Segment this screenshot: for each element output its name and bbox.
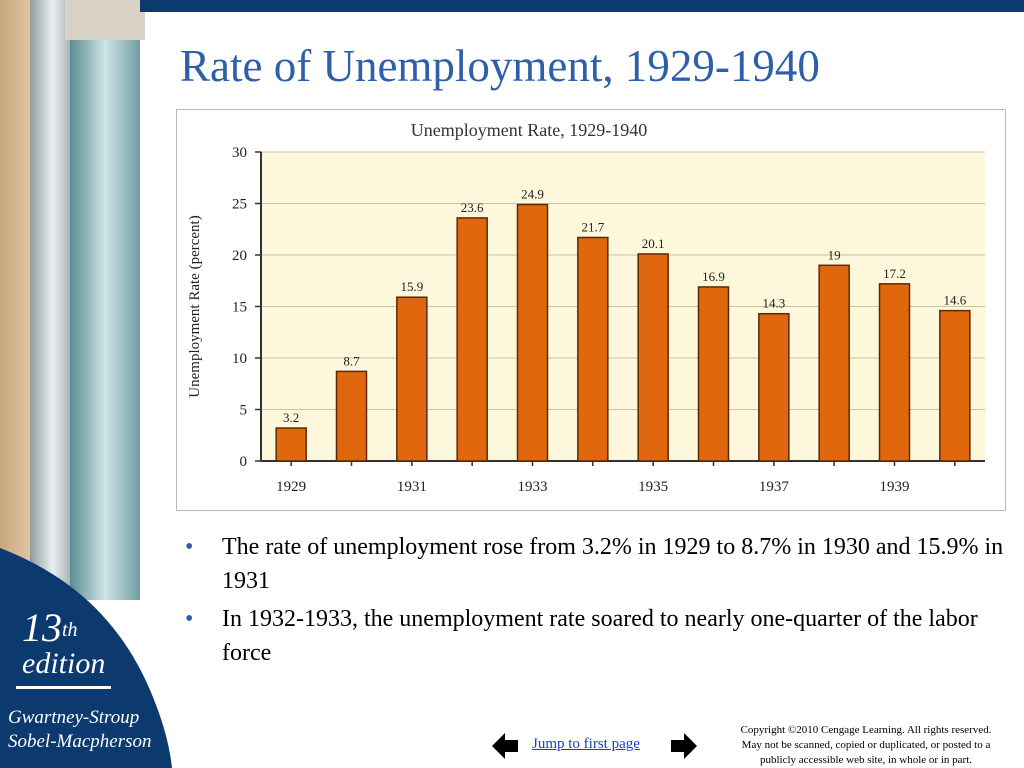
bar xyxy=(516,203,549,462)
data-label: 21.7 xyxy=(581,219,604,234)
bar xyxy=(758,312,790,462)
copyright-notice: Copyright ©2010 Cengage Learning. All ri… xyxy=(708,723,1024,768)
x-tick-label: 1935 xyxy=(638,479,668,495)
data-label: 19 xyxy=(828,247,841,262)
x-tick-label: 1929 xyxy=(276,479,306,495)
author-line: Gwartney-Stroup xyxy=(8,707,140,728)
data-label: 3.2 xyxy=(283,410,299,425)
top-bar xyxy=(140,0,1024,12)
y-tick-label: 25 xyxy=(232,197,247,213)
data-label: 20.1 xyxy=(642,236,665,251)
data-label: 14.3 xyxy=(762,296,785,311)
bullet-list: • The rate of unemployment rose from 3.2%… xyxy=(185,530,1005,674)
edition-badge: 13th edition xyxy=(16,605,111,689)
bullet-text: The rate of unemployment rose from 3.2% … xyxy=(222,534,1004,594)
author-line: Sobel-Macpherson xyxy=(8,731,152,752)
bar xyxy=(637,253,669,462)
unemployment-chart: 0 5 10 15 20 25 30 3.2 1929 8.7 15.9 1931 23.6 24.9 19… xyxy=(187,120,985,495)
y-tick-label: 10 xyxy=(232,351,247,367)
bullet-text: In 1932-1933, the unemployment rate soar… xyxy=(222,606,978,666)
arrow-left-icon[interactable] xyxy=(492,733,518,759)
authors: Gwartney-Stroup Sobel-Macpherson xyxy=(8,706,152,754)
y-tick-label: 5 xyxy=(240,403,248,419)
copyright-line: publicly accessible web site, in whole o… xyxy=(760,754,972,766)
bar xyxy=(818,264,850,462)
x-tick-label: 1931 xyxy=(397,479,427,495)
data-label: 23.6 xyxy=(461,200,484,215)
edition-word: edition xyxy=(22,647,106,680)
bullet-dot-icon: • xyxy=(185,606,194,632)
bar xyxy=(275,427,307,462)
y-tick-label: 30 xyxy=(232,145,247,161)
chart-title: Unemployment Rate, 1929-1940 xyxy=(411,120,647,140)
y-tick-label: 0 xyxy=(240,454,248,470)
arrow-right-icon[interactable] xyxy=(671,733,697,759)
bar xyxy=(456,217,488,462)
copyright-line: May not be scanned, copied or duplicated… xyxy=(741,739,991,751)
data-label: 15.9 xyxy=(400,279,423,294)
edition-suffix: th xyxy=(62,619,78,641)
bullet-dot-icon: • xyxy=(185,534,194,560)
data-label: 8.7 xyxy=(343,353,360,368)
bar xyxy=(577,236,609,462)
bar xyxy=(878,283,911,462)
x-tick-label: 1939 xyxy=(880,479,910,495)
x-tick-label: 1937 xyxy=(759,479,790,495)
chart-frame: 0 5 10 15 20 25 30 3.2 1929 8.7 15.9 1931 23.6 24.9 19… xyxy=(176,109,1006,511)
edition-number: 13th xyxy=(22,605,78,650)
data-label: 17.2 xyxy=(883,266,906,281)
copyright-line: Copyright ©2010 Cengage Learning. All ri… xyxy=(740,724,992,736)
slide-title: Rate of Unemployment, 1929-1940 xyxy=(180,41,820,91)
data-label: 24.9 xyxy=(521,187,544,202)
y-tick-label: 20 xyxy=(232,248,247,264)
jump-to-first-page-link[interactable]: Jump to first page xyxy=(532,736,640,752)
bar xyxy=(396,296,428,462)
bar xyxy=(939,309,971,462)
edition-divider xyxy=(16,686,111,689)
bar xyxy=(697,286,730,462)
bullet-item: • The rate of unemployment rose from 3.2%… xyxy=(185,530,1005,598)
bar xyxy=(335,370,368,462)
sidebar: 13th edition Gwartney-Stroup Sobel-Macph… xyxy=(0,0,205,768)
y-axis-label: Unemployment Rate (percent) xyxy=(187,215,203,397)
y-tick-label: 15 xyxy=(232,300,247,316)
bullet-item: • In 1932-1933, the unemployment rate soa… xyxy=(185,602,1005,670)
data-label: 16.9 xyxy=(702,269,725,284)
x-tick-label: 1933 xyxy=(518,479,548,495)
data-label: 14.6 xyxy=(943,293,966,308)
sidebar-column-art xyxy=(0,0,205,768)
